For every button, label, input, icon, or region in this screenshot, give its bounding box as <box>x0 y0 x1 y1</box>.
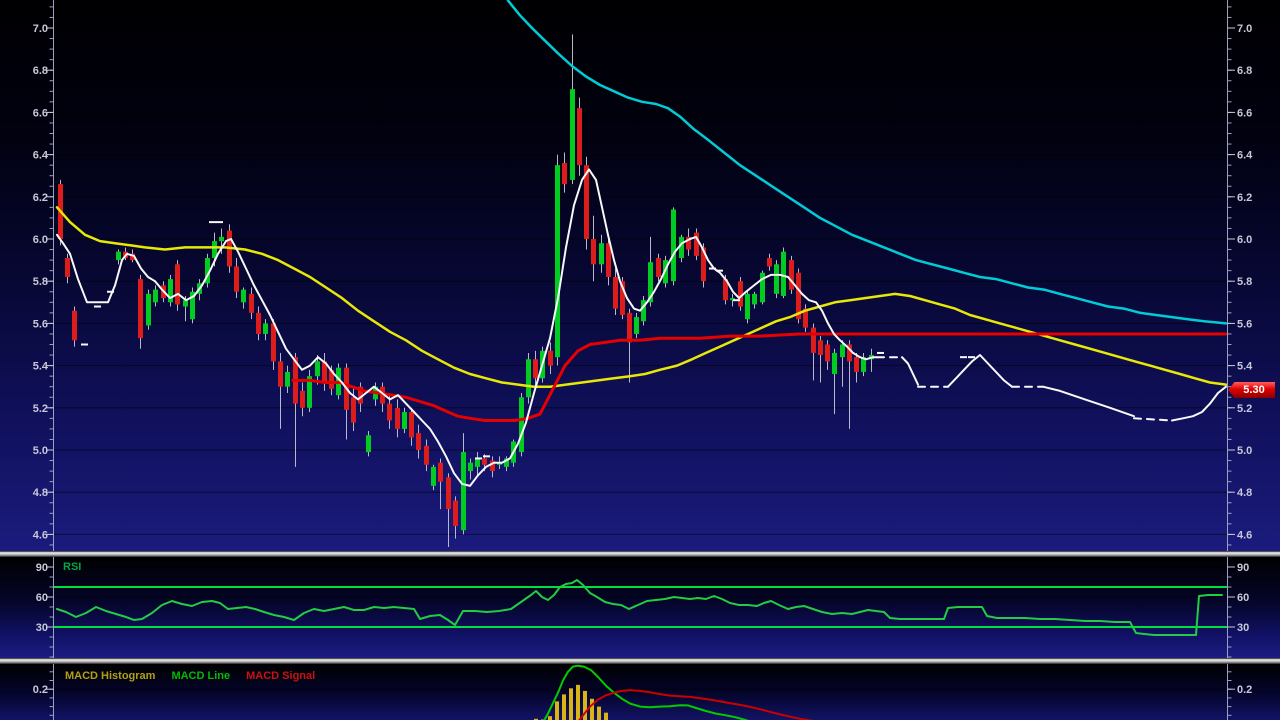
panel-separator-2[interactable] <box>0 658 1280 664</box>
svg-text:6.2: 6.2 <box>33 192 48 204</box>
svg-text:5.4: 5.4 <box>1237 361 1253 373</box>
svg-text:6.8: 6.8 <box>33 65 48 77</box>
svg-text:6.2: 6.2 <box>1237 192 1252 204</box>
rsi-legend-label: RSI <box>63 561 82 573</box>
svg-text:5.4: 5.4 <box>33 361 49 373</box>
svg-text:6.4: 6.4 <box>1237 150 1253 162</box>
rsi-chart-canvas[interactable]: 90 90 60 60 30 30 <box>0 557 1280 658</box>
svg-text:5.8: 5.8 <box>1237 276 1252 288</box>
svg-text:6.6: 6.6 <box>33 107 48 119</box>
price-chart-canvas[interactable]: 7.0 7.0 6.8 6.8 6.6 6.6 6.4 6.4 6.2 6.2 6.0 6.0 5.8 5… <box>0 0 1280 551</box>
svg-text:6.8: 6.8 <box>1237 65 1252 77</box>
macd-histogram-label: MACD Histogram <box>65 670 156 682</box>
svg-text:5.6: 5.6 <box>1237 318 1252 330</box>
svg-text:0.2: 0.2 <box>33 684 48 696</box>
svg-text:5.0: 5.0 <box>1237 445 1252 457</box>
macd-line-label: MACD Line <box>171 670 231 682</box>
svg-text:6.4: 6.4 <box>33 150 49 162</box>
svg-text:90: 90 <box>36 562 48 574</box>
rsi-panel[interactable]: 90 90 60 60 30 30 <box>0 557 1280 658</box>
svg-text:30: 30 <box>1237 622 1249 634</box>
macd-chart-canvas[interactable]: 0.2 0.2 <box>0 664 1280 720</box>
last-price-value: 5.30 <box>1243 384 1265 396</box>
svg-text:6.6: 6.6 <box>1237 107 1252 119</box>
panel-separator-1[interactable] <box>0 551 1280 557</box>
last-price-tag: 5.30 <box>1228 382 1275 398</box>
svg-text:7.0: 7.0 <box>1237 23 1252 35</box>
svg-text:5.6: 5.6 <box>33 318 48 330</box>
macd-panel[interactable]: 0.2 0.2 <box>0 664 1280 720</box>
macd-signal-label: MACD Signal <box>246 670 316 682</box>
svg-text:60: 60 <box>36 592 48 604</box>
svg-text:5.8: 5.8 <box>33 276 48 288</box>
svg-text:90: 90 <box>1237 562 1249 574</box>
svg-text:5.0: 5.0 <box>33 445 48 457</box>
svg-text:5.2: 5.2 <box>1237 403 1252 415</box>
svg-text:7.0: 7.0 <box>33 23 48 35</box>
svg-text:4.6: 4.6 <box>33 529 48 541</box>
svg-text:4.8: 4.8 <box>1237 487 1252 499</box>
macd-legend: MACD Histogram MACD Line MACD Signal <box>65 670 315 682</box>
svg-text:4.6: 4.6 <box>1237 529 1252 541</box>
svg-text:4.8: 4.8 <box>33 487 48 499</box>
svg-text:5.2: 5.2 <box>33 403 48 415</box>
svg-text:0.2: 0.2 <box>1237 684 1252 696</box>
svg-text:6.0: 6.0 <box>1237 234 1252 246</box>
svg-text:60: 60 <box>1237 592 1249 604</box>
svg-text:6.0: 6.0 <box>33 234 48 246</box>
svg-text:30: 30 <box>36 622 48 634</box>
price-panel[interactable]: 7.0 7.0 6.8 6.8 6.6 6.6 6.4 6.4 6.2 6.2 6.0 6.0 5.8 5… <box>0 0 1280 551</box>
